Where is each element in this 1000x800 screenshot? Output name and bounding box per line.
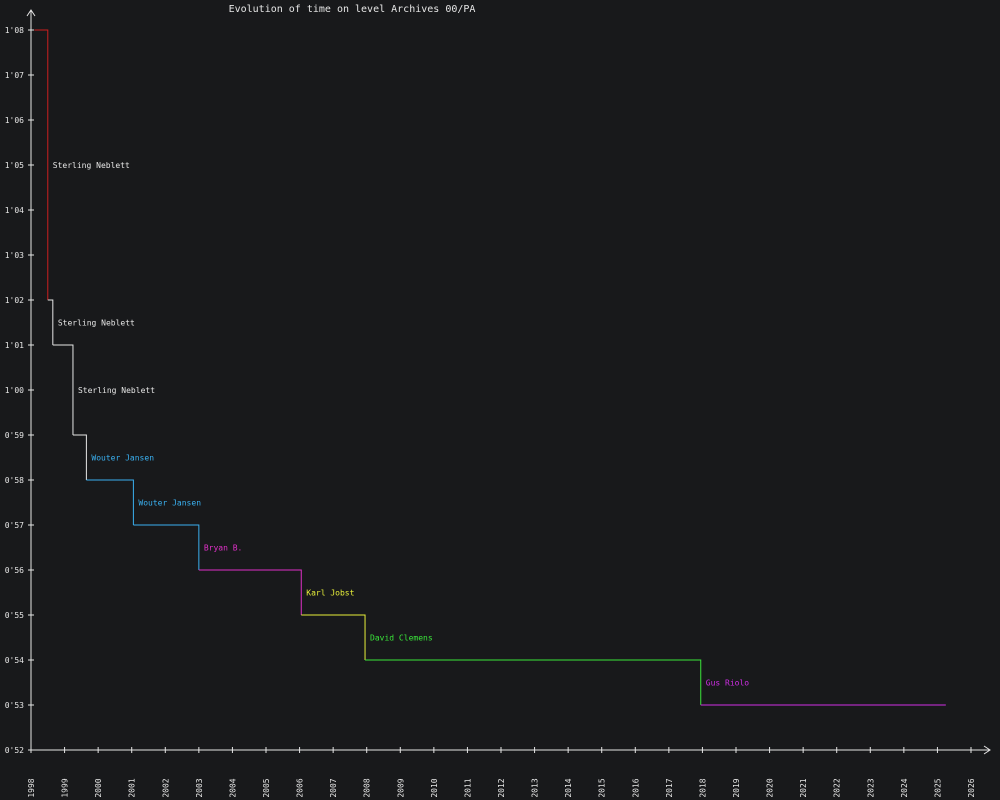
x-tick-label: 2021	[799, 778, 808, 797]
record-step	[52, 344, 74, 435]
y-tick-label: 0'59	[5, 431, 24, 440]
player-labels: Sterling Neblett Sterling Neblett Sterling…	[53, 161, 749, 688]
y-tick-label: 1'00	[5, 386, 24, 395]
y-tick-label: 1'01	[5, 341, 24, 350]
x-tick-label: 2016	[631, 778, 640, 797]
x-tick-label: 2012	[497, 778, 506, 797]
record-step	[86, 479, 134, 525]
player-label: Wouter Jansen	[138, 499, 201, 508]
record-step	[72, 434, 87, 480]
player-label: Wouter Jansen	[91, 454, 154, 463]
y-tick-label: 1'07	[5, 71, 24, 80]
y-tick-label: 0'55	[5, 611, 24, 620]
record-steps	[34, 29, 946, 706]
y-tick-label: 1'02	[5, 296, 24, 305]
x-axis-arrow	[983, 745, 991, 755]
y-tick-label: 1'06	[5, 116, 24, 125]
y-tick-label: 0'54	[5, 656, 24, 665]
y-axis-arrow	[26, 9, 36, 17]
y-tick-label: 0'53	[5, 701, 24, 710]
x-tick-label: 2011	[463, 778, 472, 797]
y-tick-label: 1'03	[5, 251, 24, 260]
player-label: Bryan B.	[204, 544, 243, 553]
x-tick-label: 2019	[732, 778, 741, 797]
x-tick-label: 2015	[598, 778, 607, 797]
y-tick-label: 0'52	[5, 746, 24, 755]
x-tick-label: 2001	[128, 778, 137, 797]
x-tick-label: 2013	[531, 778, 540, 797]
x-tick-label: 2002	[161, 778, 170, 797]
player-label: Sterling Neblett	[58, 319, 135, 328]
record-step	[133, 524, 200, 570]
y-tick-label: 1'08	[5, 26, 24, 35]
x-tick-label: 2010	[430, 778, 439, 797]
x-tick-label: 2008	[363, 778, 372, 797]
x-tick-label: 2024	[900, 778, 909, 797]
x-tick-label: 2005	[262, 778, 271, 797]
player-label: Sterling Neblett	[53, 161, 130, 170]
player-label: Gus Riolo	[706, 679, 750, 688]
y-tick-label: 1'04	[5, 206, 24, 215]
x-tick-label: 2004	[228, 778, 237, 797]
x-tick-label: 2018	[698, 778, 707, 797]
record-step	[47, 299, 54, 345]
record-step	[198, 569, 302, 615]
x-tick-label: 2020	[766, 778, 775, 797]
x-tick-label: 2023	[866, 778, 875, 797]
x-tick-label: 1999	[61, 778, 70, 797]
x-tick-label: 2025	[933, 778, 942, 797]
x-tick-label: 2009	[396, 778, 405, 797]
y-tick-label: 0'56	[5, 566, 24, 575]
x-tick-label: 2003	[195, 778, 204, 797]
x-tick-label: 2014	[564, 778, 573, 797]
x-tick-label: 2017	[665, 778, 674, 797]
player-label: Karl Jobst	[306, 589, 354, 598]
record-step	[34, 29, 49, 300]
x-tick-label: 2007	[329, 778, 338, 797]
record-step	[365, 659, 702, 705]
player-label: Sterling Neblett	[78, 386, 155, 395]
player-label: David Clemens	[370, 634, 433, 643]
axes: 0'52 0'53 0'54 0'55 0'56 0'57 0'58 0'59 1'00 1'01…	[5, 9, 991, 798]
x-tick-label: 2006	[296, 778, 305, 797]
record-step	[301, 614, 366, 660]
y-tick-label: 1'05	[5, 161, 24, 170]
x-tick-label: 2026	[967, 778, 976, 797]
x-tick-label: 1998	[27, 778, 36, 797]
y-tick-label: 0'57	[5, 521, 24, 530]
x-tick-label: 2022	[833, 778, 842, 797]
y-tick-label: 0'58	[5, 476, 24, 485]
x-tick-label: 2000	[94, 778, 103, 797]
chart-title: Evolution of time on level Archives 00/P…	[229, 4, 476, 15]
